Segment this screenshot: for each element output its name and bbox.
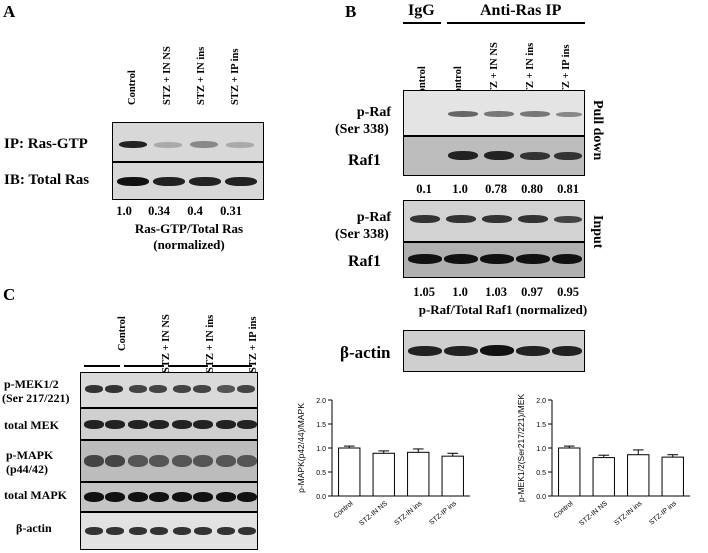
panel-c-blot-pmek — [80, 372, 258, 408]
panel-a-lane-1: Control — [127, 70, 138, 105]
panel-c-row-total-mek: total MEK — [4, 418, 59, 432]
panel-b-in-value-4: 0.97 — [521, 285, 543, 299]
bar — [592, 457, 615, 497]
y-tick-label: 0.5 — [536, 470, 546, 477]
panel-b-in-value-1: 1.05 — [413, 285, 435, 299]
bar — [338, 447, 361, 497]
panel-b-pd-value-3: 0.78 — [485, 182, 507, 196]
chart-pmapk: 0.0 0.5 1.0 1.5 2.0 p-MAPK(p42/44)/MAPK Contro… — [296, 398, 470, 528]
panel-b-pd-row-raf1: Raf1 — [348, 152, 381, 169]
panel-c-row-pmek: p-MEK1/2 — [4, 377, 59, 391]
panel-b-pd-value-1: 0.1 — [416, 182, 432, 196]
bar — [558, 447, 581, 497]
panel-b-in-value-2: 1.0 — [452, 285, 468, 299]
panel-b-letter: B — [345, 2, 357, 21]
panel-b-group-ip: Anti-Ras IP — [480, 2, 562, 19]
bar — [627, 454, 650, 497]
panel-b-blot-pd-praf — [403, 90, 585, 136]
panel-c-row-total-mapk: total MAPK — [4, 488, 67, 502]
panel-b-blot-in-praf — [403, 200, 585, 242]
x-tick-label: Control — [333, 500, 355, 520]
panel-a-value-1: 1.0 — [116, 204, 132, 218]
panel-b-pulldown-label: Pull down — [590, 100, 605, 161]
panel-b-in-row-raf1: Raf1 — [348, 253, 381, 270]
panel-b-igg-line — [403, 22, 441, 24]
panel-a-blot-ras-gtp — [112, 122, 264, 162]
panel-a-value-4: 0.31 — [220, 204, 242, 218]
panel-b-ip-line — [447, 22, 585, 24]
bar — [372, 452, 395, 497]
panel-b-caption: p-Raf/Total Raf1 (normalized) — [418, 302, 588, 317]
panel-c-blot-actin — [80, 512, 258, 550]
panel-a-lane-4: STZ + IP ins — [230, 48, 241, 105]
bar — [407, 451, 430, 497]
x-tick-label: STZ-IP ins — [428, 500, 458, 527]
panel-c-group-line-3 — [168, 365, 208, 367]
panel-b-pd-value-2: 1.0 — [452, 182, 468, 196]
panel-a-row-total-ras: IB: Total Ras — [4, 172, 90, 188]
y-axis-label: p-MEK1/2(Ser217/221)/MEK — [516, 394, 526, 503]
panel-b-pd-value-5: 0.81 — [557, 182, 579, 196]
panel-b-group-igg: IgG — [408, 2, 435, 19]
panel-c-letter: C — [3, 285, 16, 304]
panel-b-in-row-praf: p-Raf — [356, 210, 392, 225]
panel-c-group-line-1 — [84, 365, 120, 367]
y-tick-label: 0.0 — [316, 494, 326, 501]
y-tick-label: 1.0 — [316, 446, 326, 453]
panel-b-blot-pd-raf1 — [403, 136, 585, 176]
x-tick-label: STZ-IN NS — [358, 500, 389, 528]
y-axis-label: p-MAPK(p42/44)/MAPK — [296, 403, 306, 493]
panel-a-caption-2: (normalized) — [153, 237, 225, 252]
y-tick-label: 2.0 — [536, 398, 546, 405]
panel-c-row-pmapk-sub: (p44/42) — [6, 462, 48, 476]
chart-pmek: 0.0 0.5 1.0 1.5 2.0 p-MEK1/2(Ser217/221)/MEK C… — [516, 394, 690, 528]
y-tick-label: 0.5 — [316, 470, 326, 477]
panel-a-lane-3: STZ + IN ins — [196, 46, 207, 105]
panel-c-blot-total-mapk — [80, 482, 258, 512]
panel-b-pd-row-ser: (Ser 338) — [335, 122, 389, 137]
panel-a-lane-2: STZ + IN NS — [162, 46, 173, 105]
panel-b-pd-row-praf: p-Raf — [356, 105, 392, 120]
x-tick-label: STZ-IN ins — [613, 500, 644, 527]
panel-c-blot-total-mek — [80, 408, 258, 440]
y-tick-label: 2.0 — [316, 398, 326, 405]
panel-a-caption-1: Ras-GTP/Total Ras — [134, 221, 244, 236]
bar — [661, 456, 684, 497]
x-tick-label: STZ-IN ins — [393, 500, 424, 527]
panel-b-in-value-5: 0.95 — [557, 285, 579, 299]
panel-b-in-row-ser: (Ser 338) — [335, 227, 389, 242]
bar — [441, 455, 464, 497]
panel-b-actin-label: β-actin — [340, 343, 391, 362]
panel-c-lane-1: Control — [117, 316, 128, 351]
panel-c-row-actin: β-actin — [16, 521, 52, 535]
panel-b-input-label: Input — [590, 215, 605, 249]
panel-c-blot-pmapk — [80, 440, 258, 482]
panel-b-in-value-3: 1.03 — [485, 285, 507, 299]
x-tick-label: STZ-IN NS — [578, 500, 609, 528]
panel-c-group-line-2 — [124, 365, 164, 367]
panel-b-pd-value-4: 0.80 — [521, 182, 543, 196]
y-tick-label: 0.0 — [536, 494, 546, 501]
y-tick-label: 1.5 — [536, 422, 546, 429]
y-tick-label: 1.5 — [316, 422, 326, 429]
panel-a-row-ras-gtp: IP: Ras-GTP — [4, 136, 88, 152]
panel-a-value-2: 0.34 — [148, 204, 170, 218]
panel-c-row-pmapk: p-MAPK — [6, 448, 54, 462]
panel-a-value-3: 0.4 — [187, 204, 203, 218]
panel-a-letter: A — [3, 2, 16, 21]
panel-c-group-line-4 — [212, 365, 252, 367]
x-tick-label: Control — [553, 500, 575, 520]
panel-b-blot-actin — [403, 330, 585, 372]
x-tick-label: STZ-IP ins — [648, 500, 678, 527]
panel-a-blot-total-ras — [112, 162, 264, 200]
panel-b-blot-in-raf1 — [403, 242, 585, 278]
panel-c-row-pmek-ser: (Ser 217/221) — [2, 391, 70, 405]
y-tick-label: 1.0 — [536, 446, 546, 453]
